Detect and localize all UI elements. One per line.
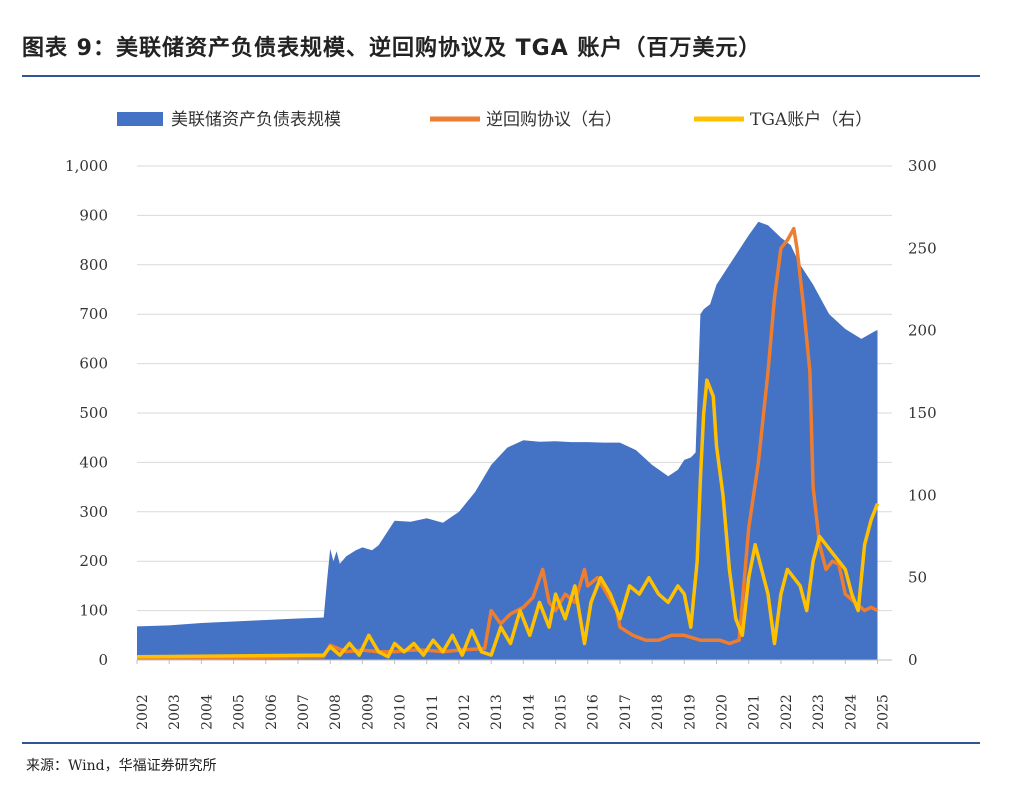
y-left-tick-label: 900: [79, 206, 108, 224]
x-tick-label: 2013: [489, 694, 505, 730]
x-tick-label: 2015: [554, 694, 570, 730]
series-line-1: [136, 226, 879, 661]
series-area-0: [137, 221, 878, 661]
y-right-tick-label: 50: [908, 569, 927, 587]
y-left-tick-label: 100: [79, 602, 108, 620]
x-tick-label: 2019: [682, 694, 698, 730]
top-rule: [22, 75, 980, 77]
legend-label-0: 美联储资产负债表规模: [171, 110, 341, 130]
area-layer: [137, 221, 878, 661]
y-left-tick-label: 1,000: [65, 157, 108, 175]
x-tick-label: 2002: [135, 694, 151, 730]
x-tick-label: 2010: [393, 694, 409, 730]
y-left-tick-label: 700: [79, 305, 108, 323]
y-right-tick-label: 100: [908, 486, 937, 504]
x-tick-label: 2012: [457, 694, 473, 730]
x-tick-label: 2004: [199, 694, 215, 730]
y-right-tick-label: 250: [908, 239, 937, 257]
legend: 美联储资产负债表规模 逆回购协议（右） TGA账户（右）: [117, 110, 872, 130]
y-right-tick-label: 200: [908, 322, 937, 340]
source-note: 来源：Wind，华福证券研究所: [26, 758, 217, 774]
y-right-tick-label: 300: [908, 157, 937, 175]
y-left-tick-label: 0: [98, 651, 108, 669]
x-tick-label: 2023: [811, 694, 827, 730]
bottom-rule: [22, 742, 980, 744]
x-tick-label: 2003: [167, 694, 183, 730]
x-tick-label: 2005: [232, 694, 248, 730]
x-tick-label: 2018: [650, 694, 666, 730]
x-tick-label: 2024: [843, 694, 859, 730]
x-tick-label: 2016: [586, 694, 602, 730]
x-tick-label: 2020: [715, 694, 731, 730]
chart: 0 100 200 300 400 500 600 700 800 900 1,000 0 50 100 1…: [65, 110, 937, 730]
legend-swatch-0: [117, 112, 163, 126]
series-line-2: [136, 378, 880, 659]
x-tick-label: 2008: [328, 694, 344, 730]
y-left-tick-label: 200: [79, 552, 108, 570]
y-left-tick-label: 300: [79, 503, 108, 521]
x-tick-label: 2009: [360, 694, 376, 730]
x-tick-label: 2022: [779, 694, 795, 730]
x-tick-label: 2021: [747, 694, 763, 730]
y-left-tick-label: 400: [79, 453, 108, 471]
x-tick-label: 2014: [521, 694, 537, 730]
y-right-tick-label: 150: [908, 404, 937, 422]
y-left-tick-label: 500: [79, 404, 108, 422]
x-tick-label: 2011: [425, 694, 441, 730]
y-left-tick-label: 600: [79, 355, 108, 373]
x-tick-label: 2007: [296, 694, 312, 730]
x-tick-label: 2025: [876, 694, 892, 730]
axes-layer: 0 100 200 300 400 500 600 700 800 900 1,000 0 50 100 1…: [65, 157, 937, 730]
legend-label-2: TGA账户（右）: [750, 110, 872, 130]
y-right-tick-label: 0: [908, 651, 918, 669]
figure-title: 图表 9：美联储资产负债表规模、逆回购协议及 TGA 账户（百万美元）: [22, 36, 762, 61]
y-left-tick-label: 800: [79, 256, 108, 274]
line-layer: [136, 226, 880, 661]
x-tick-label: 2017: [618, 694, 634, 730]
legend-label-1: 逆回购协议（右）: [486, 110, 622, 130]
x-tick-label: 2006: [264, 694, 280, 730]
